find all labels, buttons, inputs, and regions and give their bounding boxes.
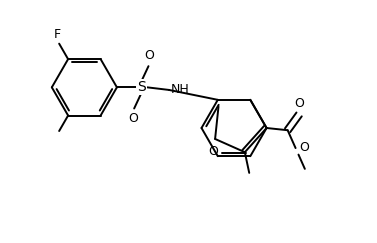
Text: NH: NH: [170, 83, 189, 96]
Text: S: S: [137, 80, 146, 94]
Text: O: O: [144, 49, 155, 62]
Text: F: F: [54, 28, 61, 41]
Text: O: O: [208, 145, 218, 158]
Text: O: O: [294, 96, 304, 110]
Text: O: O: [299, 141, 310, 154]
Text: O: O: [128, 113, 138, 125]
